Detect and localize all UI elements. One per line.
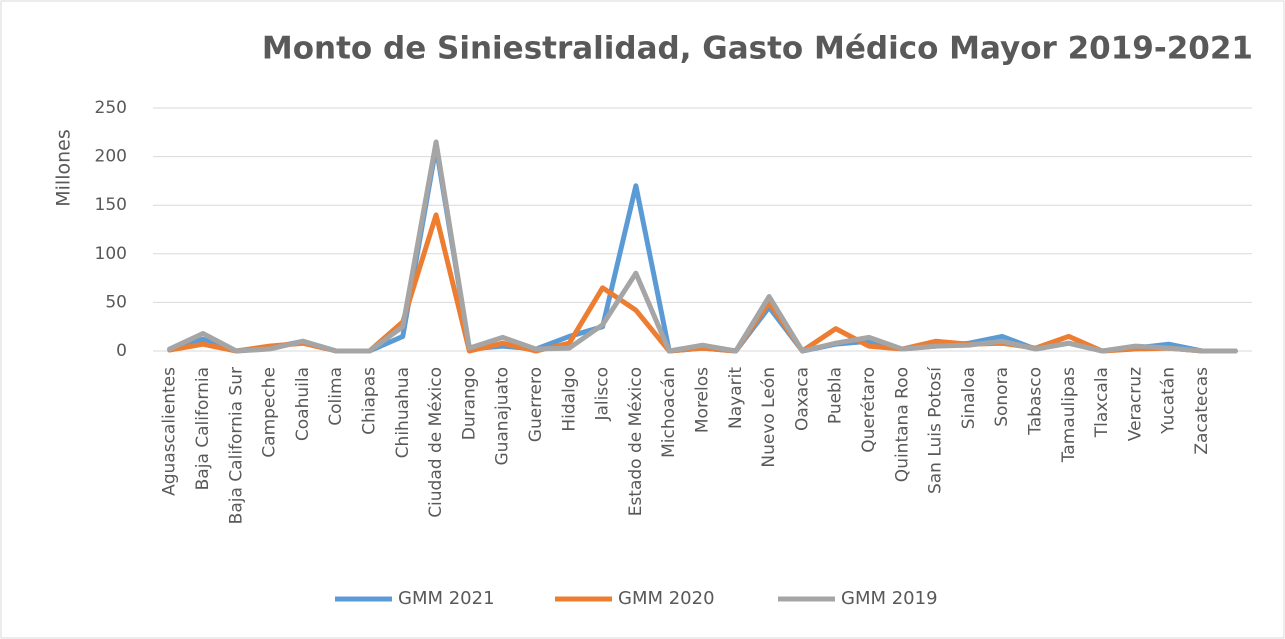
y-tick-label: 50	[105, 292, 127, 312]
x-tick-label: Sonora	[992, 367, 1012, 427]
x-tick-label: Zacatecas	[1192, 367, 1212, 455]
x-tick-label: Jalisco	[593, 367, 613, 421]
x-tick-label: Tabasco	[1026, 367, 1046, 436]
x-tick-label: Hidalgo	[559, 367, 579, 432]
y-tick-label: 0	[116, 341, 127, 361]
legend-label: GMM 2020	[618, 588, 715, 609]
y-tick-label: 250	[95, 98, 127, 118]
x-tick-label: Nuevo León	[759, 367, 779, 468]
y-axis-label: Millones	[53, 129, 75, 206]
x-tick-label: Campeche	[260, 367, 280, 458]
series-line	[167, 139, 1238, 354]
x-tick-label: Michoacán	[659, 367, 679, 458]
legend-label: GMM 2021	[398, 588, 495, 609]
x-tick-label: Tamaulipas	[1059, 367, 1079, 463]
x-tick-label: Tlaxcala	[1092, 367, 1112, 438]
x-tick-label: Ciudad de México	[426, 367, 446, 518]
y-tick-label: 100	[95, 244, 127, 264]
x-tick-label: Yucatán	[1159, 367, 1179, 435]
x-tick-label: Baja California	[193, 367, 213, 490]
x-tick-label: Nayarit	[726, 367, 746, 429]
x-tick-label: Puebla	[826, 367, 846, 424]
x-tick-label: Quintana Roo	[892, 367, 912, 482]
chart-title: Monto de Siniestralidad, Gasto Médico Ma…	[262, 31, 1253, 67]
x-tick-label: Guanajuato	[493, 367, 513, 466]
x-tick-label: Veracruz	[1125, 367, 1145, 441]
x-tick-label: Baja California Sur	[226, 367, 246, 524]
x-tick-label: Durango	[459, 367, 479, 440]
x-tick-label: Querétaro	[859, 367, 879, 453]
x-tick-label: Coahuila	[293, 367, 313, 441]
x-tick-label: Colima	[326, 367, 346, 426]
x-tick-label: Oaxaca	[792, 367, 812, 431]
x-tick-label: Sinaloa	[959, 367, 979, 429]
x-tick-label: San Luis Potosí	[926, 366, 946, 494]
y-tick-label: 200	[95, 147, 127, 167]
x-tick-label: Aguascalientes	[160, 367, 180, 496]
y-tick-label: 150	[95, 195, 127, 215]
x-tick-label: Chihuahua	[393, 367, 413, 458]
x-tick-label: Estado de México	[626, 367, 646, 516]
x-tick-label: Guerrero	[526, 367, 546, 442]
legend-label: GMM 2019	[841, 588, 938, 609]
x-tick-label: Chiapas	[359, 367, 379, 435]
x-tick-label: Morelos	[693, 367, 713, 433]
